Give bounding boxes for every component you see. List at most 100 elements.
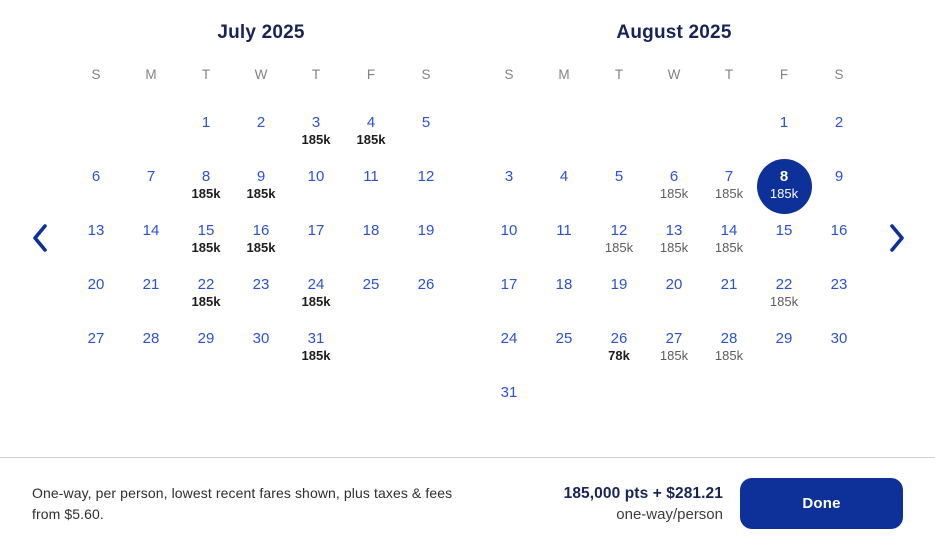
fare-points: 185k	[714, 240, 744, 255]
fare-disclaimer: One-way, per person, lowest recent fares…	[32, 484, 453, 522]
empty-day-cell	[537, 113, 592, 167]
day-number: 10	[500, 222, 518, 239]
calendar-day[interactable]: 7	[124, 167, 179, 221]
calendar-day[interactable]: 28 185k	[702, 329, 757, 383]
calendar-day[interactable]: 30	[812, 329, 867, 383]
calendar-day[interactable]: 13 185k	[647, 221, 702, 275]
chevron-left-icon	[33, 224, 47, 252]
calendar-day[interactable]: 31	[482, 383, 537, 437]
calendar-day[interactable]: 12 185k	[592, 221, 647, 275]
calendar-day[interactable]: 18	[537, 275, 592, 329]
fare-points: 185k	[659, 240, 689, 255]
calendar-day[interactable]: 29	[179, 329, 234, 383]
chevron-right-icon	[890, 224, 904, 252]
day-number: 14	[720, 222, 738, 239]
month-title: August 2025	[616, 22, 732, 43]
calendar-day[interactable]: 23	[234, 275, 289, 329]
day-number: 26	[610, 330, 628, 347]
next-month-button[interactable]	[879, 220, 915, 256]
day-number: 20	[87, 276, 105, 293]
calendar-day[interactable]: 20	[69, 275, 124, 329]
calendar-day[interactable]: 8 185k	[179, 167, 234, 221]
day-number: 13	[665, 222, 683, 239]
day-number: 2	[834, 114, 844, 131]
day-number: 19	[417, 222, 435, 239]
calendar-day[interactable]: 16	[812, 221, 867, 275]
calendar-day[interactable]: 17	[482, 275, 537, 329]
day-of-week-label: M	[558, 67, 570, 82]
calendar-day[interactable]: 5	[592, 167, 647, 221]
calendar-day[interactable]: 1	[179, 113, 234, 167]
prev-month-button[interactable]	[22, 220, 58, 256]
calendar-day[interactable]: 16 185k	[234, 221, 289, 275]
calendar-day[interactable]: 14 185k	[702, 221, 757, 275]
calendar-day[interactable]: 12	[399, 167, 454, 221]
calendar-day[interactable]: 4	[537, 167, 592, 221]
calendar-day[interactable]: 17	[289, 221, 344, 275]
calendar-day[interactable]: 19	[399, 221, 454, 275]
calendar-day[interactable]: 25	[537, 329, 592, 383]
calendar-day[interactable]: 15 185k	[179, 221, 234, 275]
calendar-day[interactable]: 2	[812, 113, 867, 167]
calendar-day[interactable]: 19	[592, 275, 647, 329]
day-number: 13	[87, 222, 105, 239]
calendar-day[interactable]: 26	[399, 275, 454, 329]
selected-day-circle	[756, 159, 812, 214]
calendar-day[interactable]: 10	[482, 221, 537, 275]
calendar-day[interactable]: 28	[124, 329, 179, 383]
calendar-day[interactable]: 5	[399, 113, 454, 167]
day-number: 17	[307, 222, 325, 239]
calendar-day[interactable]: 6	[69, 167, 124, 221]
day-number: 2	[256, 114, 266, 131]
done-button[interactable]: Done	[740, 478, 903, 529]
calendar-day[interactable]: 26 78k	[592, 329, 647, 383]
calendar-day[interactable]: 20	[647, 275, 702, 329]
calendar-day[interactable]: 31 185k	[289, 329, 344, 383]
calendar-day[interactable]: 23	[812, 275, 867, 329]
fare-points: 185k	[191, 294, 221, 309]
day-of-week-label: F	[779, 67, 789, 82]
day-number: 4	[366, 114, 376, 131]
day-number: 4	[559, 168, 569, 185]
calendar-day[interactable]: 3 185k	[289, 113, 344, 167]
calendar-day[interactable]: 30	[234, 329, 289, 383]
fare-summary: 185,000 pts + $281.21 one-way/person	[564, 485, 723, 523]
calendar-day[interactable]: 22 185k	[179, 275, 234, 329]
day-number: 30	[252, 330, 270, 347]
calendar-day[interactable]: 27	[69, 329, 124, 383]
calendar-day[interactable]: 11	[344, 167, 399, 221]
day-of-week-label: S	[834, 67, 844, 82]
calendar-day[interactable]: 9 185k	[234, 167, 289, 221]
calendar-day[interactable]: 27 185k	[647, 329, 702, 383]
fare-points: 185k	[659, 186, 689, 201]
calendar-day[interactable]: 21	[702, 275, 757, 329]
calendar-day[interactable]: 18	[344, 221, 399, 275]
calendar-day[interactable]: 29	[757, 329, 812, 383]
day-number: 22	[197, 276, 215, 293]
calendar-day[interactable]: 1	[757, 113, 812, 167]
day-number: 20	[665, 276, 683, 293]
calendar-day[interactable]: 6 185k	[647, 167, 702, 221]
day-of-week-label: M	[145, 67, 157, 82]
calendar-day[interactable]: 15	[757, 221, 812, 275]
fare-total: 185,000 pts + $281.21	[563, 484, 723, 502]
calendar-day[interactable]: 24	[482, 329, 537, 383]
calendar-day[interactable]: 10	[289, 167, 344, 221]
calendar-day[interactable]: 13	[69, 221, 124, 275]
calendar-day[interactable]: 8 185k	[756, 159, 812, 221]
calendar-day[interactable]: 3	[482, 167, 537, 221]
calendar-day[interactable]: 7 185k	[702, 167, 757, 221]
calendar-day[interactable]: 14	[124, 221, 179, 275]
calendar-day[interactable]: 25	[344, 275, 399, 329]
calendar-day[interactable]: 21	[124, 275, 179, 329]
calendar-day[interactable]: 24 185k	[289, 275, 344, 329]
calendar-day[interactable]: 11	[537, 221, 592, 275]
calendar-day[interactable]: 9	[812, 167, 867, 221]
calendar-day[interactable]: 22 185k	[757, 275, 812, 329]
calendar-day[interactable]: 2	[234, 113, 289, 167]
calendar-day[interactable]: 4 185k	[344, 113, 399, 167]
day-number: 11	[556, 222, 572, 239]
